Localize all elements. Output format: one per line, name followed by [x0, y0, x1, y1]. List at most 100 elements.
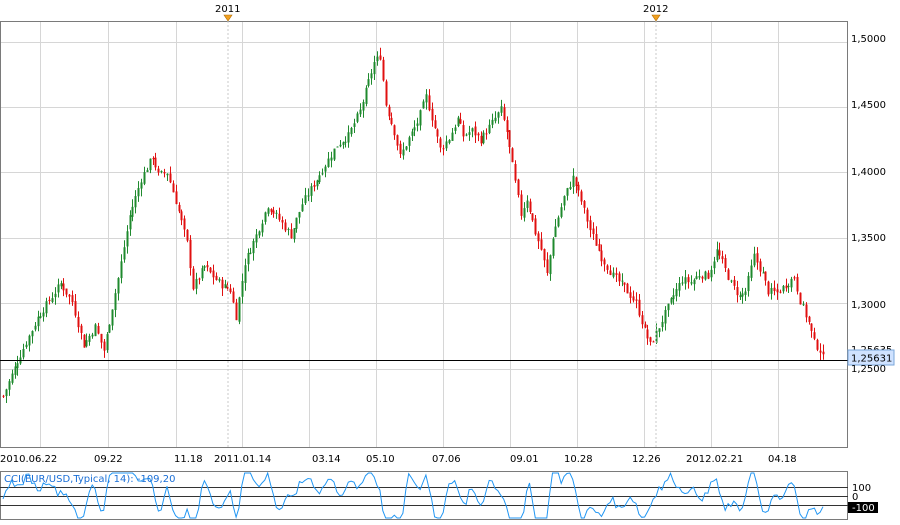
candle-body	[218, 279, 221, 281]
candle-body	[405, 146, 408, 150]
candle-body	[485, 133, 488, 135]
candle-body	[396, 135, 399, 146]
candle-body	[255, 234, 258, 243]
candle-body	[163, 172, 166, 174]
candle-body	[295, 217, 298, 229]
candle-body	[454, 127, 457, 131]
candle-body	[790, 278, 793, 288]
candle-body	[600, 250, 603, 262]
candle-body	[753, 253, 756, 266]
candle-body	[206, 265, 209, 268]
candle-body	[65, 288, 68, 295]
candle-body	[258, 231, 261, 236]
candle-body	[379, 55, 382, 60]
candle-body	[106, 334, 109, 351]
candle-body	[733, 279, 736, 286]
candle-body	[324, 166, 327, 172]
candle-body	[586, 209, 589, 222]
candle-body	[635, 299, 638, 301]
price-tag-box	[847, 349, 895, 366]
candle-body	[511, 148, 514, 163]
candle-body	[718, 250, 721, 256]
candle-body	[644, 324, 647, 328]
candle-body	[661, 321, 664, 328]
candle-body	[169, 173, 172, 183]
candle-body	[192, 268, 195, 290]
candle-body	[741, 293, 744, 297]
candle-body	[589, 220, 592, 231]
candle-body	[37, 316, 40, 327]
candle-body	[408, 137, 411, 146]
candle-body	[514, 163, 517, 181]
candle-body	[376, 56, 379, 62]
candle-body	[583, 201, 586, 208]
candle-body	[290, 229, 293, 239]
candle-body	[670, 298, 673, 303]
candle-body	[693, 279, 696, 285]
candle-body	[713, 261, 716, 269]
candle-body	[618, 273, 621, 282]
candle-body	[344, 141, 347, 143]
candle-body	[229, 288, 232, 293]
candle-body	[621, 280, 624, 282]
candle-body	[321, 173, 324, 175]
candle-body	[552, 238, 555, 256]
candle-body	[313, 185, 316, 187]
candle-body	[508, 130, 511, 148]
candle-body	[5, 389, 8, 397]
date-tick-2010-06-22: 2010.06.22	[0, 454, 57, 465]
candle-body	[298, 212, 301, 218]
candle-body	[580, 191, 583, 202]
candle-body	[2, 395, 5, 397]
candle-body	[209, 267, 212, 273]
candle-body	[137, 188, 140, 197]
candle-body	[393, 125, 396, 136]
candle-body	[652, 341, 655, 343]
candle-body	[638, 299, 641, 316]
candle-body	[477, 133, 480, 136]
candle-body	[367, 79, 370, 86]
candle-body	[356, 113, 359, 122]
candle-body	[782, 285, 785, 292]
candle-body	[681, 282, 684, 284]
candle-body	[480, 135, 483, 144]
candle-body	[506, 120, 509, 132]
candle-body	[457, 117, 460, 126]
candle-body	[232, 291, 235, 303]
year-marker-2011-arrow-icon	[223, 14, 233, 22]
candlestick-series	[2, 47, 825, 403]
candle-body	[566, 188, 569, 196]
candle-body	[154, 157, 157, 168]
candle-body	[776, 289, 779, 293]
candle-body	[399, 143, 402, 155]
candle-body	[687, 277, 690, 283]
candle-body	[60, 283, 63, 287]
candle-body	[224, 284, 227, 288]
price-horizontal-gridlines	[1, 42, 847, 370]
date-tick-2011-01-14: 2011.01.14	[214, 454, 271, 465]
date-tick-07-06: 07.06	[432, 454, 461, 465]
candle-body	[701, 276, 704, 279]
candle-body	[261, 223, 264, 233]
price-tick-1-50: 1,5000	[851, 34, 886, 45]
candle-body	[91, 334, 94, 337]
date-tick-2012-02-21: 2012.02.21	[686, 454, 743, 465]
candle-body	[517, 179, 520, 196]
date-tick-04-18: 04.18	[768, 454, 797, 465]
candle-body	[724, 258, 727, 269]
candle-body	[785, 285, 788, 289]
candle-body	[186, 229, 189, 241]
candle-body	[201, 268, 204, 279]
candle-body	[710, 269, 713, 278]
candle-body	[704, 271, 707, 280]
candle-body	[667, 303, 670, 311]
candle-body	[629, 292, 632, 298]
candle-body	[529, 201, 532, 212]
candle-body	[468, 132, 471, 135]
candle-body	[100, 333, 103, 343]
candle-body	[646, 329, 649, 339]
candle-body	[189, 239, 192, 269]
candle-body	[808, 316, 811, 322]
cci-tick-0: 0	[852, 492, 858, 503]
